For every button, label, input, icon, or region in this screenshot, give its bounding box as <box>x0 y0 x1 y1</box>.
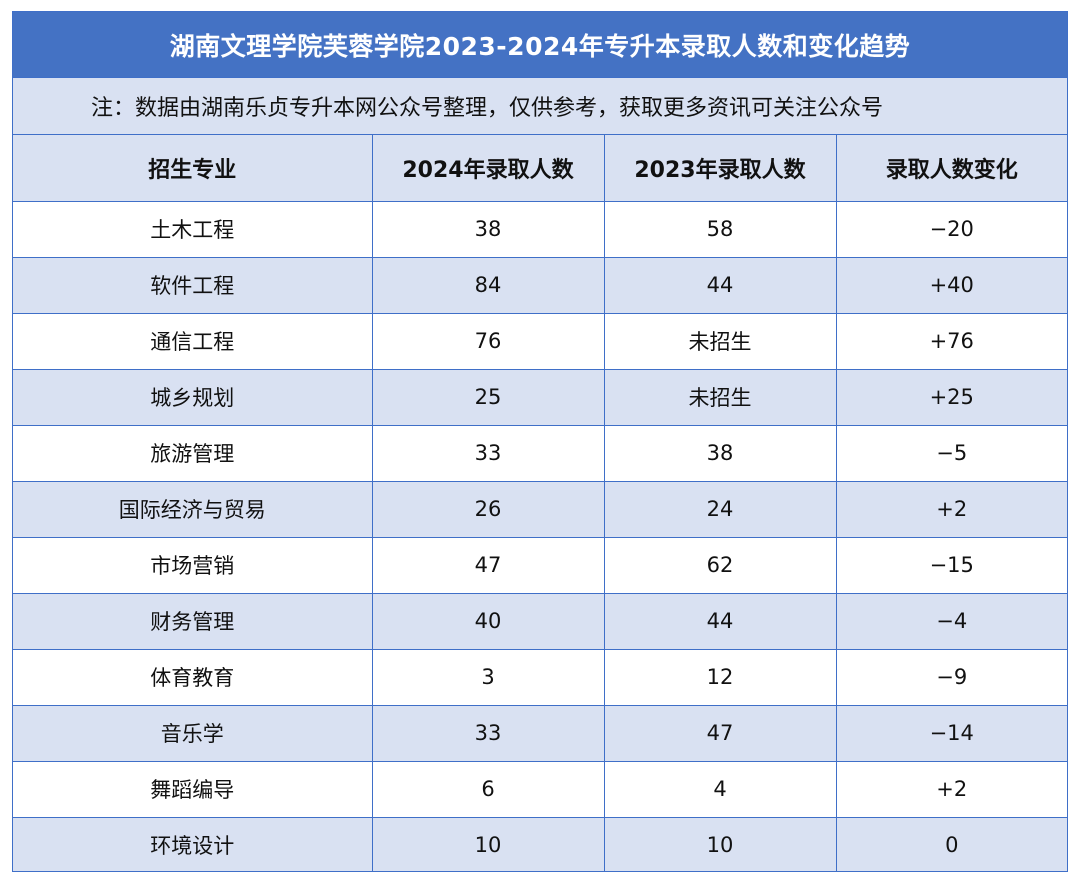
table-title: 湖南文理学院芙蓉学院2023-2024年专升本录取人数和变化趋势 <box>13 12 1067 78</box>
admission-table: 湖南文理学院芙蓉学院2023-2024年专升本录取人数和变化趋势 注：数据由湖南… <box>12 11 1068 872</box>
cell-2024: 38 <box>372 201 605 258</box>
table-row: 旅游管理 33 38 −5 <box>13 425 1067 482</box>
table-row: 财务管理 40 44 −4 <box>13 593 1067 650</box>
cell-change: −15 <box>836 537 1067 594</box>
cell-major: 旅游管理 <box>13 425 373 482</box>
cell-major: 城乡规划 <box>13 369 373 426</box>
cell-change: −14 <box>836 705 1067 762</box>
cell-change: +2 <box>836 481 1067 538</box>
cell-major: 体育教育 <box>13 649 373 706</box>
table-row: 环境设计 10 10 0 <box>13 817 1067 871</box>
cell-2024: 3 <box>372 649 605 706</box>
cell-2024: 33 <box>372 425 605 482</box>
data-table: 招生专业 2024年录取人数 2023年录取人数 录取人数变化 土木工程 38 … <box>13 135 1067 871</box>
cell-change: −5 <box>836 425 1067 482</box>
table-row: 城乡规划 25 未招生 +25 <box>13 369 1067 426</box>
cell-2024: 6 <box>372 761 605 818</box>
cell-major: 音乐学 <box>13 705 373 762</box>
cell-major: 环境设计 <box>13 817 373 871</box>
table-note: 注：数据由湖南乐贞专升本网公众号整理，仅供参考，获取更多资讯可关注公众号 <box>13 78 1067 135</box>
cell-2023: 10 <box>604 817 837 871</box>
cell-2023: 未招生 <box>604 313 837 370</box>
cell-2023: 未招生 <box>604 369 837 426</box>
cell-2024: 10 <box>372 817 605 871</box>
cell-2024: 40 <box>372 593 605 650</box>
table-row: 通信工程 76 未招生 +76 <box>13 313 1067 370</box>
table-row: 音乐学 33 47 −14 <box>13 705 1067 762</box>
column-header-2023: 2023年录取人数 <box>604 135 837 202</box>
cell-change: −9 <box>836 649 1067 706</box>
table-row: 舞蹈编导 6 4 +2 <box>13 761 1067 818</box>
cell-2023: 58 <box>604 201 837 258</box>
cell-major: 市场营销 <box>13 537 373 594</box>
cell-major: 财务管理 <box>13 593 373 650</box>
cell-2023: 62 <box>604 537 837 594</box>
cell-2023: 47 <box>604 705 837 762</box>
cell-change: −4 <box>836 593 1067 650</box>
cell-2024: 84 <box>372 257 605 314</box>
cell-2023: 44 <box>604 257 837 314</box>
cell-2023: 38 <box>604 425 837 482</box>
cell-change: +2 <box>836 761 1067 818</box>
header-row: 招生专业 2024年录取人数 2023年录取人数 录取人数变化 <box>13 135 1067 202</box>
table-row: 体育教育 3 12 −9 <box>13 649 1067 706</box>
cell-change: +40 <box>836 257 1067 314</box>
cell-change: +25 <box>836 369 1067 426</box>
cell-2024: 25 <box>372 369 605 426</box>
cell-2023: 44 <box>604 593 837 650</box>
cell-2024: 47 <box>372 537 605 594</box>
table-row: 土木工程 38 58 −20 <box>13 201 1067 258</box>
cell-change: +76 <box>836 313 1067 370</box>
table-row: 国际经济与贸易 26 24 +2 <box>13 481 1067 538</box>
column-header-change: 录取人数变化 <box>836 135 1067 202</box>
table-row: 软件工程 84 44 +40 <box>13 257 1067 314</box>
cell-2023: 4 <box>604 761 837 818</box>
cell-major: 通信工程 <box>13 313 373 370</box>
cell-major: 舞蹈编导 <box>13 761 373 818</box>
column-header-2024: 2024年录取人数 <box>372 135 605 202</box>
cell-2023: 12 <box>604 649 837 706</box>
column-header-major: 招生专业 <box>13 135 373 202</box>
cell-2024: 76 <box>372 313 605 370</box>
cell-change: −20 <box>836 201 1067 258</box>
table-row: 市场营销 47 62 −15 <box>13 537 1067 594</box>
cell-major: 土木工程 <box>13 201 373 258</box>
cell-2024: 33 <box>372 705 605 762</box>
cell-major: 国际经济与贸易 <box>13 481 373 538</box>
cell-2023: 24 <box>604 481 837 538</box>
cell-change: 0 <box>836 817 1067 871</box>
cell-2024: 26 <box>372 481 605 538</box>
cell-major: 软件工程 <box>13 257 373 314</box>
